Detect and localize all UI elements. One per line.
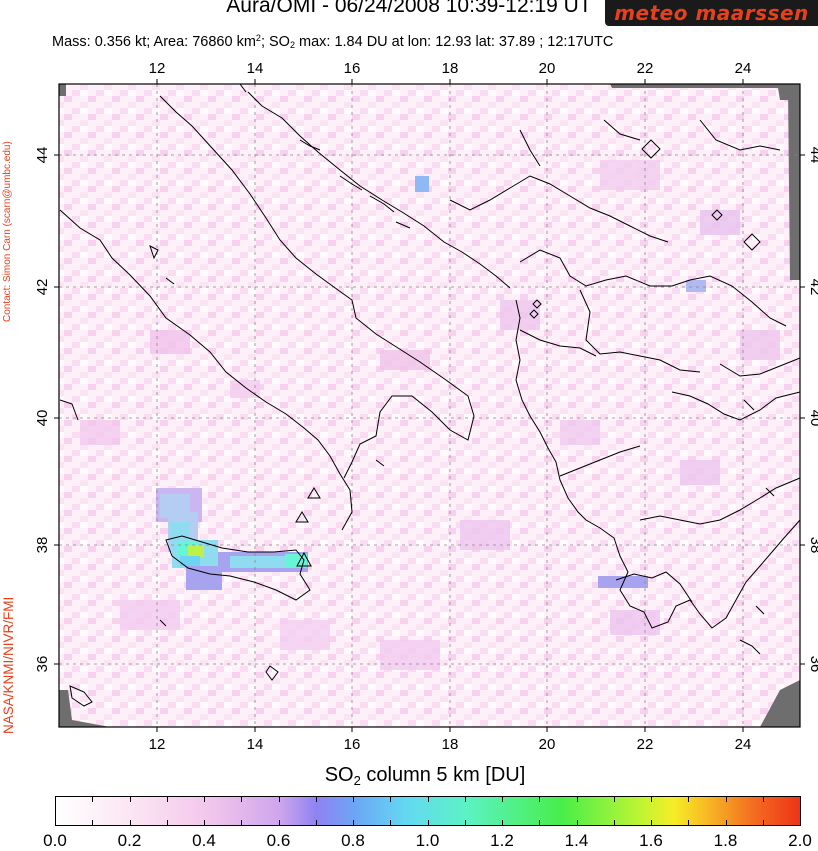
colorbar-tick-label: 0.8 xyxy=(341,831,365,851)
colorbar-tick xyxy=(614,796,615,802)
so2-map: 12 14 16 18 20 22 24 12 14 16 18 20 22 2… xyxy=(0,0,818,760)
lon-label-bottom: 20 xyxy=(539,736,556,753)
colorbar-tick xyxy=(130,820,131,826)
colorbar-tick xyxy=(55,820,56,826)
lon-label-bottom: 14 xyxy=(247,736,264,753)
colorbar-tick xyxy=(353,820,354,826)
colorbar-tick xyxy=(465,820,466,826)
colorbar-tick xyxy=(800,796,801,802)
colorbar-tick xyxy=(465,796,466,802)
lat-label-left: 40 xyxy=(34,410,51,427)
colorbar-tick xyxy=(241,796,242,802)
lat-label-right: 44 xyxy=(807,147,818,164)
colorbar-tick xyxy=(241,820,242,826)
lon-label-bottom: 24 xyxy=(735,736,752,753)
lon-label-top: 24 xyxy=(735,60,752,77)
nodata-region xyxy=(59,84,66,96)
lon-label-bottom: 22 xyxy=(637,736,654,753)
lat-label-right: 42 xyxy=(807,279,818,296)
lon-label-bottom: 18 xyxy=(442,736,459,753)
colorbar-title: SO2 column 5 km [DU] xyxy=(0,764,818,788)
colorbar-tick xyxy=(651,796,652,802)
lat-label-left: 44 xyxy=(34,147,51,164)
colorbar-tick xyxy=(502,820,503,826)
colorbar-tick xyxy=(316,796,317,802)
colorbar-tick xyxy=(92,820,93,826)
colorbar-tick-label: 1.6 xyxy=(639,831,663,851)
colorbar-tick xyxy=(726,796,727,802)
colorbar-tick xyxy=(428,796,429,802)
colorbar-tick-label: 0.6 xyxy=(267,831,291,851)
colorbar-tick xyxy=(614,820,615,826)
lat-label-left: 36 xyxy=(34,656,51,673)
colorbar-tick xyxy=(688,820,689,826)
colorbar-tick xyxy=(763,796,764,802)
colorbar-tick-label: 1.0 xyxy=(416,831,440,851)
colorbar-tick-label: 2.0 xyxy=(788,831,812,851)
colorbar-tick-label: 0.2 xyxy=(118,831,142,851)
lon-label-top: 22 xyxy=(637,60,654,77)
colorbar-tick xyxy=(316,820,317,826)
colorbar-title-prefix: SO xyxy=(325,764,354,786)
colorbar-tick-label: 1.4 xyxy=(565,831,589,851)
lat-label-left: 38 xyxy=(34,537,51,554)
lon-label-bottom: 12 xyxy=(149,736,166,753)
lon-label-top: 16 xyxy=(344,60,361,77)
colorbar-tick xyxy=(130,796,131,802)
colorbar-tick xyxy=(204,820,205,826)
colorbar-tick xyxy=(502,796,503,802)
colorbar-tick xyxy=(577,820,578,826)
colorbar-title-rest: column 5 km [DU] xyxy=(361,764,525,786)
colorbar-tick xyxy=(428,820,429,826)
colorbar-tick-label: 1.8 xyxy=(714,831,738,851)
colorbar-tick xyxy=(204,796,205,802)
lon-label-top: 14 xyxy=(247,60,264,77)
lon-label-top: 18 xyxy=(442,60,459,77)
colorbar-tick xyxy=(539,796,540,802)
lat-label-left: 42 xyxy=(34,279,51,296)
colorbar-tick xyxy=(726,820,727,826)
lat-label-right: 40 xyxy=(807,410,818,427)
colorbar-tick xyxy=(539,820,540,826)
colorbar-tick-label: 0.0 xyxy=(43,831,67,851)
lon-label-bottom: 16 xyxy=(344,736,361,753)
colorbar-tick xyxy=(279,820,280,826)
colorbar-tick xyxy=(92,796,93,802)
colorbar-tick xyxy=(167,820,168,826)
lat-label-right: 36 xyxy=(807,656,818,673)
colorbar-ticks xyxy=(55,796,801,826)
colorbar-tick xyxy=(55,796,56,802)
nodata-region xyxy=(788,88,800,280)
colorbar-tick xyxy=(390,820,391,826)
colorbar-tick xyxy=(800,820,801,826)
colorbar-tick xyxy=(390,796,391,802)
colorbar-tick-label: 0.4 xyxy=(192,831,216,851)
colorbar-tick xyxy=(577,796,578,802)
colorbar-tick xyxy=(688,796,689,802)
lon-label-top: 20 xyxy=(539,60,556,77)
colorbar-title-subscript: 2 xyxy=(354,773,361,788)
map-frame xyxy=(59,84,800,727)
colorbar-tick xyxy=(763,820,764,826)
colorbar-tick xyxy=(353,796,354,802)
colorbar-tick xyxy=(651,820,652,826)
lon-label-top: 12 xyxy=(149,60,166,77)
lat-label-right: 38 xyxy=(807,537,818,554)
colorbar-tick xyxy=(167,796,168,802)
colorbar-tick xyxy=(279,796,280,802)
colorbar-tick-label: 1.2 xyxy=(490,831,514,851)
